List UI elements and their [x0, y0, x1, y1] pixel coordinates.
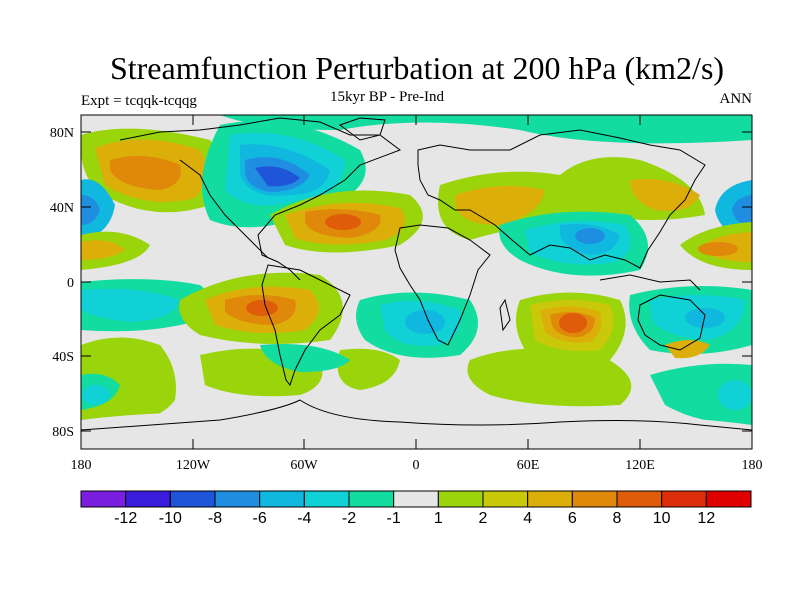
colorbar-label: -10	[159, 510, 182, 527]
contour-ssouth-pos-c2	[337, 348, 400, 390]
colorbar-swatch	[482, 490, 529, 508]
coast-greenland	[338, 117, 386, 141]
colorbar-swatch	[705, 490, 752, 508]
colorbar-label: 4	[523, 510, 532, 527]
lat-ticks	[81, 131, 752, 432]
lon-label-180e: 180	[742, 458, 763, 473]
contour-indian-core	[559, 313, 587, 333]
lon-label-60W: 60W	[290, 458, 318, 473]
experiment-label: Expt = tcqqk-tcqqg	[81, 93, 197, 109]
colorbar-label: -1	[387, 510, 401, 527]
colorbar-label: -6	[253, 510, 267, 527]
lon-ticks	[80, 115, 753, 449]
colorbar-swatch	[616, 490, 663, 508]
contour-samerica-core	[246, 300, 278, 316]
contour-ssouth-neg-e	[650, 363, 752, 425]
lon-label-0: 0	[413, 458, 420, 473]
contour-east-neg-core	[732, 195, 752, 225]
colorbar-swatch	[125, 490, 171, 508]
contour-wpac-pos-core	[81, 240, 125, 260]
contour-npac-pos-core	[110, 156, 181, 190]
coast-indonesia	[599, 274, 701, 291]
colorbar-swatch	[661, 490, 707, 508]
coast-na-west	[179, 159, 269, 259]
contour-epac-core	[698, 242, 738, 256]
colorbar-swatch	[348, 490, 395, 508]
coastlines	[81, 117, 752, 431]
colorbar: -12 -10 -8 -6 -4 -2 -1 1 2 4 6 8 10 12	[80, 490, 752, 527]
colorbar-label: 8	[613, 510, 622, 527]
colorbar-swatch	[393, 490, 439, 508]
colorbar-swatch	[437, 490, 484, 508]
colorbar-label: -12	[114, 510, 137, 527]
coast-antarctica	[81, 399, 752, 431]
season-label: ANN	[719, 91, 753, 107]
coast-eurasia	[417, 129, 706, 269]
contour-ssouth-pos-e	[467, 348, 632, 407]
colorbar-label: 12	[697, 510, 715, 527]
coast-australia	[637, 294, 706, 351]
colorbar-swatch	[259, 490, 305, 508]
contour-antarctic	[81, 412, 752, 449]
lon-label-180w: 180	[71, 458, 92, 473]
coast-africa	[394, 224, 491, 346]
colorbar-swatch	[527, 490, 573, 508]
colorbar-label: 6	[568, 510, 577, 527]
colorbar-label: 2	[479, 510, 488, 527]
colorbar-label: -8	[208, 510, 222, 527]
colorbar-swatch	[214, 490, 261, 508]
colorbar-label: 1	[434, 510, 443, 527]
contour-asia-core	[575, 228, 605, 244]
plot-subtitle: 15kyr BP - Pre-Ind	[330, 89, 445, 105]
plot-title: Streamfunction Perturbation at 200 hPa (…	[109, 50, 725, 86]
lon-label-120E: 120E	[625, 458, 655, 473]
contour-namerica-neg5	[255, 166, 300, 187]
lat-label-40N: 40N	[50, 201, 74, 216]
contour-spac-neg2	[81, 288, 180, 322]
contour-satl-core	[405, 310, 445, 334]
colorbar-swatch	[80, 490, 127, 508]
contour-ssouth-neg-w-core	[82, 385, 110, 405]
lon-label-120W: 120W	[176, 458, 211, 473]
coast-south-america	[261, 264, 351, 387]
contour-field	[81, 115, 752, 449]
lon-label-60E: 60E	[517, 458, 540, 473]
colorbar-label: 10	[653, 510, 671, 527]
contour-natl-core	[325, 214, 361, 230]
colorbar-swatch	[303, 490, 350, 508]
contour-west-neg-core	[81, 195, 100, 225]
contour-ssouth-neg-e-core	[718, 380, 752, 410]
coast-north-america	[119, 117, 402, 281]
colorbar-label: -4	[297, 510, 311, 527]
colorbar-label: -2	[342, 510, 356, 527]
lat-label-80N: 80N	[50, 126, 74, 141]
contour-aus-core	[685, 308, 725, 328]
lat-label-0: 0	[67, 276, 74, 291]
contour-aus-pos	[665, 340, 710, 359]
colorbar-swatch	[169, 490, 216, 508]
lat-label-40S: 40S	[52, 350, 74, 365]
coast-madagascar	[499, 298, 511, 332]
colorbar-swatch	[571, 490, 618, 508]
contour-eurasia-pos2	[455, 186, 545, 225]
lat-label-80S: 80S	[52, 425, 74, 440]
